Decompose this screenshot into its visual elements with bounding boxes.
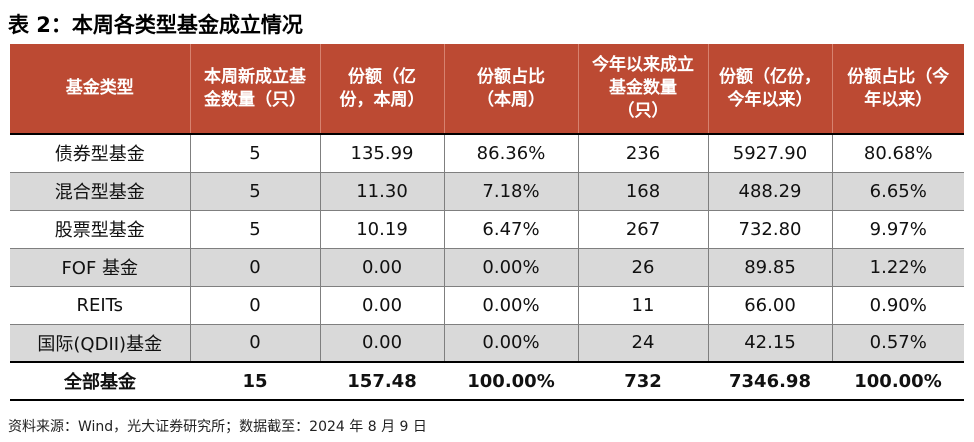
total-ytd-shares: 7346.98 (708, 361, 832, 401)
header-text: 份额占比（本周） (477, 66, 545, 110)
cell-ytd-count: 236 (578, 134, 709, 173)
table-row: 国际(QDII)基金 0 0.00 0.00% 24 42.15 0.57% (10, 324, 964, 363)
column-header-ytd-share-pct: 份额占比（今年以来） (832, 44, 964, 135)
total-ytd-count: 732 (578, 361, 708, 401)
cell-weekly-shares: 11.30 (320, 172, 445, 211)
header-text: 本周新成立基金数量（只） (204, 66, 306, 110)
cell-weekly-share-pct: 0.00% (444, 248, 579, 287)
cell-ytd-share-pct: 1.22% (832, 248, 964, 287)
cell-ytd-shares: 732.80 (708, 210, 833, 249)
table-row: FOF 基金 0 0.00 0.00% 26 89.85 1.22% (10, 248, 964, 287)
cell-ytd-count: 26 (578, 248, 709, 287)
cell-weekly-count: 5 (190, 210, 321, 249)
column-header-weekly-shares: 份额（亿份，本周） (320, 44, 445, 135)
cell-weekly-count: 0 (190, 286, 321, 325)
table-header-row: 基金类型 本周新成立基金数量（只） 份额（亿份，本周） 份额占比（本周） 今年以… (10, 44, 964, 135)
header-text: 份额占比（今年以来） (847, 66, 950, 110)
total-weekly-shares: 157.48 (320, 361, 444, 401)
total-row: 全部基金 15 157.48 100.00% 732 7346.98 100.0… (10, 361, 964, 401)
cell-ytd-shares: 488.29 (708, 172, 833, 211)
cell-weekly-share-pct: 6.47% (444, 210, 579, 249)
cell-ytd-shares: 42.15 (708, 324, 833, 363)
cell-weekly-shares: 0.00 (320, 324, 445, 363)
header-text: 基金类型 (65, 78, 134, 98)
total-label: 全部基金 (10, 361, 190, 401)
cell-fund-type: 股票型基金 (10, 210, 191, 249)
cell-weekly-shares: 135.99 (320, 134, 445, 173)
total-weekly-count: 15 (190, 361, 320, 401)
cell-weekly-share-pct: 0.00% (444, 286, 579, 325)
total-ytd-share-pct: 100.00% (832, 361, 964, 401)
cell-ytd-count: 24 (578, 324, 709, 363)
cell-fund-type: 国际(QDII)基金 (10, 324, 191, 363)
header-text: 今年以来成立基金数量（只） (592, 55, 694, 121)
column-header-fund-type: 基金类型 (10, 44, 191, 135)
total-weekly-share-pct: 100.00% (444, 361, 578, 401)
cell-weekly-count: 0 (190, 248, 321, 287)
cell-weekly-shares: 0.00 (320, 286, 445, 325)
cell-fund-type: REITs (10, 286, 191, 325)
cell-ytd-count: 168 (578, 172, 709, 211)
cell-weekly-shares: 10.19 (320, 210, 445, 249)
cell-fund-type: 债券型基金 (10, 134, 191, 173)
cell-ytd-shares: 66.00 (708, 286, 833, 325)
table-title: 表 2：本周各类型基金成立情况 (8, 13, 303, 37)
fund-establishment-table: 基金类型 本周新成立基金数量（只） 份额（亿份，本周） 份额占比（本周） 今年以… (10, 44, 964, 401)
cell-ytd-shares: 89.85 (708, 248, 833, 287)
cell-weekly-share-pct: 7.18% (444, 172, 579, 211)
source-note: 资料来源：Wind，光大证券研究所；数据截至：2024 年 8 月 9 日 (8, 419, 427, 435)
cell-ytd-share-pct: 9.97% (832, 210, 964, 249)
column-header-weekly-count: 本周新成立基金数量（只） (190, 44, 321, 135)
cell-ytd-share-pct: 80.68% (832, 134, 964, 173)
cell-ytd-count: 267 (578, 210, 709, 249)
column-header-ytd-shares: 份额（亿份，今年以来） (708, 44, 833, 135)
column-header-ytd-count: 今年以来成立基金数量（只） (578, 44, 709, 135)
cell-ytd-share-pct: 0.90% (832, 286, 964, 325)
header-text: 份额（亿份，今年以来） (719, 66, 821, 110)
header-text: 份额（亿份，本周） (339, 66, 425, 110)
cell-weekly-share-pct: 86.36% (444, 134, 579, 173)
table-row: 混合型基金 5 11.30 7.18% 168 488.29 6.65% (10, 172, 964, 211)
table-row: REITs 0 0.00 0.00% 11 66.00 0.90% (10, 286, 964, 325)
cell-ytd-share-pct: 0.57% (832, 324, 964, 363)
table-row: 股票型基金 5 10.19 6.47% 267 732.80 9.97% (10, 210, 964, 249)
cell-weekly-count: 5 (190, 172, 321, 211)
table-row: 债券型基金 5 135.99 86.36% 236 5927.90 80.68% (10, 134, 964, 173)
cell-ytd-share-pct: 6.65% (832, 172, 964, 211)
cell-weekly-shares: 0.00 (320, 248, 445, 287)
cell-fund-type: 混合型基金 (10, 172, 191, 211)
cell-weekly-count: 0 (190, 324, 321, 363)
cell-weekly-count: 5 (190, 134, 321, 173)
cell-ytd-count: 11 (578, 286, 709, 325)
cell-ytd-shares: 5927.90 (708, 134, 833, 173)
column-header-weekly-share-pct: 份额占比（本周） (444, 44, 579, 135)
cell-fund-type: FOF 基金 (10, 248, 191, 287)
cell-weekly-share-pct: 0.00% (444, 324, 579, 363)
